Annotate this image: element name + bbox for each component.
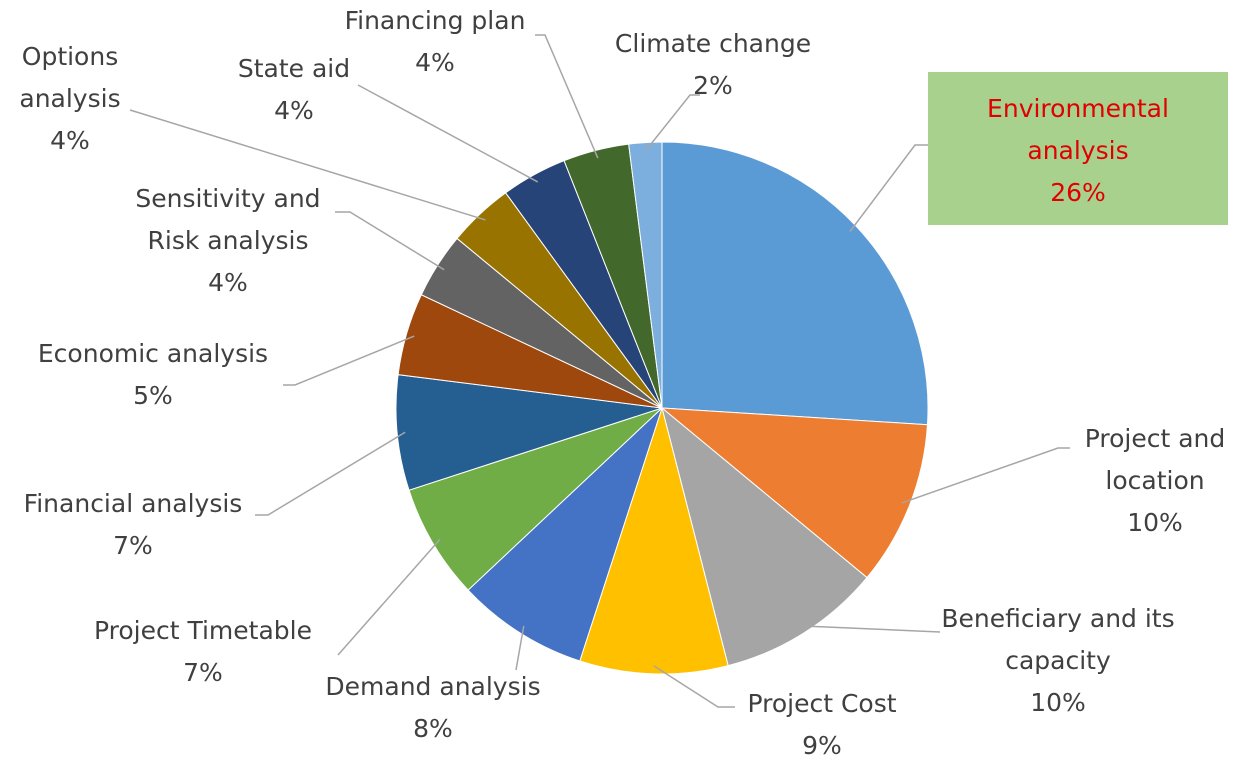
leader-line (535, 34, 599, 159)
category-name: Project Cost (747, 689, 897, 718)
slice-label: Financial analysis 7% (3, 483, 263, 567)
pie-slice (660, 407, 929, 579)
category-name: Demand analysis (325, 672, 541, 701)
value-label: 4% (50, 126, 90, 155)
category-name: Financial analysis (23, 489, 243, 518)
slice-label: Project Timetable 7% (73, 610, 333, 694)
pie-slice (628, 141, 663, 409)
category-name: Economic analysis (37, 339, 269, 368)
slice-label: Options analysis 4% (5, 36, 135, 162)
value-label: 2% (693, 71, 733, 100)
leader-line (129, 109, 486, 221)
value-label: 8% (413, 714, 453, 743)
category-name: Project Timetable (94, 616, 312, 645)
value-label: 4% (274, 96, 314, 125)
category-name: Beneficiary and its capacity (941, 604, 1175, 675)
slice-label: Sensitivity and Risk analysis 4% (113, 178, 343, 304)
slice-label: Beneficiary and its capacity 10% (938, 598, 1178, 724)
slice-label: Demand analysis 8% (303, 666, 563, 750)
value-label: 4% (415, 48, 455, 77)
leader-line (515, 625, 525, 671)
leader-line (800, 625, 941, 633)
value-label: 7% (183, 658, 223, 687)
value-label: 4% (208, 268, 248, 297)
category-name: Environmental analysis (987, 94, 1169, 165)
pie-slice (661, 406, 868, 667)
leader-line (901, 447, 1070, 504)
slice-label: Project Cost 9% (712, 683, 932, 760)
category-name: State aid (237, 54, 351, 83)
pie-slice (408, 407, 663, 591)
leader-line (357, 84, 539, 183)
slice-label: Climate change 2% (593, 23, 833, 107)
leader-line (335, 211, 445, 271)
pie-slice (467, 407, 663, 662)
category-name: Climate change (614, 29, 812, 58)
value-label: 7% (113, 531, 153, 560)
slice-label: Economic analysis 5% (13, 333, 293, 417)
pie-slice (579, 406, 729, 675)
slice-label: Project and location 10% (1065, 418, 1237, 544)
leader-line (849, 144, 928, 232)
pie-slice (395, 374, 663, 491)
value-label: 5% (133, 381, 173, 410)
category-name: Sensitivity and Risk analysis (135, 184, 321, 255)
slice-label: Environmental analysis 26% (928, 72, 1228, 225)
category-name: Project and location (1084, 424, 1226, 495)
value-label: 10% (1127, 508, 1183, 537)
leader-line (283, 335, 415, 386)
pie-slice (661, 141, 929, 426)
value-label: 9% (802, 731, 842, 760)
slice-label: State aid 4% (219, 48, 369, 132)
leader-line (645, 94, 700, 151)
value-label: 26% (1050, 178, 1106, 207)
slice-label: Financing plan 4% (320, 0, 550, 84)
leader-line (653, 665, 735, 708)
leader-line (337, 538, 441, 656)
value-label: 10% (1030, 688, 1086, 717)
leader-line (255, 431, 406, 516)
category-name: Financing plan (344, 6, 526, 35)
category-name: Options analysis (19, 42, 121, 113)
